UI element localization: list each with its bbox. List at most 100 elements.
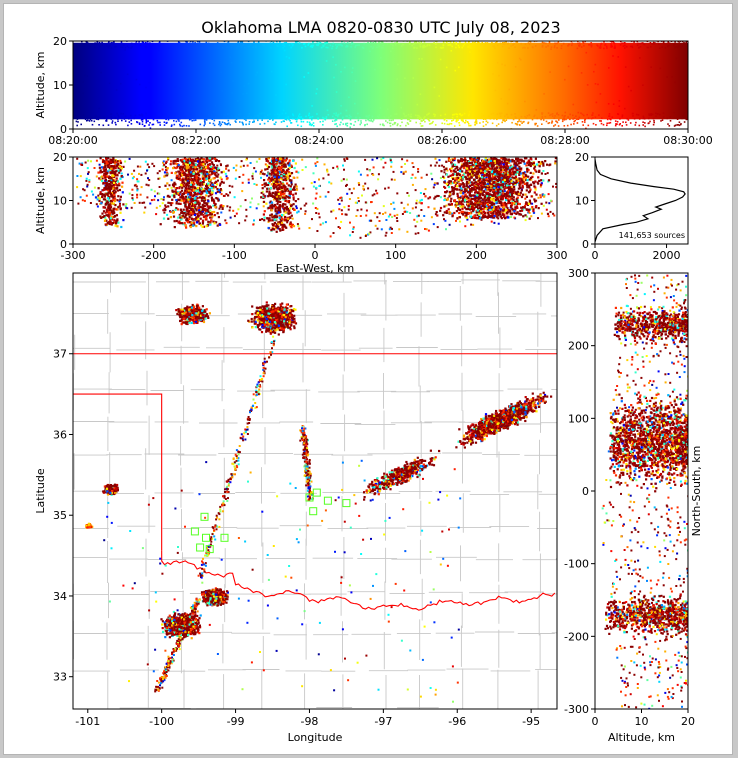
vhf-source — [277, 221, 280, 224]
vhf-source — [190, 177, 193, 181]
vhf-source — [83, 189, 86, 192]
vhf-source — [190, 183, 193, 186]
vhf-source — [343, 159, 346, 162]
vhf-source — [281, 203, 284, 206]
vhf-source — [448, 180, 451, 183]
vhf-source — [315, 186, 318, 189]
vhf-source — [197, 201, 200, 204]
vhf-source — [413, 41, 416, 44]
vhf-source — [252, 121, 254, 123]
vhf-source — [514, 46, 516, 48]
vhf-source — [280, 165, 283, 169]
vhf-source — [211, 215, 214, 218]
vhf-source — [185, 41, 187, 43]
vhf-source — [225, 167, 228, 170]
vhf-source — [184, 205, 187, 208]
vhf-source — [174, 86, 177, 88]
vhf-source — [230, 47, 233, 49]
vhf-source — [368, 114, 370, 117]
vhf-source — [242, 173, 245, 176]
vhf-source — [373, 212, 376, 215]
vhf-source — [105, 185, 108, 188]
vhf-source — [145, 41, 147, 44]
vhf-source — [642, 115, 645, 118]
vhf-source — [446, 198, 449, 201]
vhf-source — [395, 42, 398, 44]
vhf-source — [194, 168, 197, 171]
vhf-source — [177, 221, 180, 224]
vhf-source — [184, 158, 187, 161]
vhf-source — [537, 176, 540, 179]
vhf-source — [260, 176, 262, 179]
vhf-source — [90, 160, 92, 163]
vhf-source — [196, 212, 199, 215]
vhf-source — [287, 212, 290, 215]
vhf-source — [152, 118, 155, 121]
vhf-source — [261, 172, 264, 175]
vhf-source — [102, 174, 106, 177]
vhf-source — [298, 113, 301, 115]
vhf-source — [546, 212, 550, 215]
vhf-source — [499, 215, 502, 218]
vhf-source — [245, 119, 247, 122]
vhf-source — [193, 159, 196, 163]
vhf-source — [515, 41, 517, 43]
vhf-source — [149, 202, 152, 205]
vhf-source — [565, 118, 567, 121]
vhf-source — [277, 45, 279, 47]
vhf-source — [504, 185, 507, 188]
vhf-source — [348, 198, 351, 200]
vhf-source — [504, 43, 506, 46]
vhf-source — [117, 118, 119, 120]
vhf-source — [240, 44, 242, 47]
vhf-source — [457, 169, 459, 171]
vhf-source — [563, 125, 566, 127]
vhf-source — [207, 220, 210, 223]
vhf-source — [676, 118, 679, 120]
vhf-source — [268, 101, 270, 103]
vhf-source — [271, 215, 274, 218]
vhf-source — [479, 122, 481, 124]
vhf-source — [466, 218, 469, 221]
vhf-source — [298, 115, 300, 117]
vhf-source — [185, 217, 188, 220]
vhf-source — [119, 211, 122, 214]
vhf-source — [582, 41, 584, 43]
vhf-source — [273, 198, 276, 201]
vhf-source — [119, 177, 122, 180]
vhf-source — [225, 165, 228, 168]
vhf-source — [112, 42, 115, 45]
vhf-source — [667, 44, 670, 47]
vhf-source — [209, 194, 212, 197]
vhf-source — [549, 199, 552, 202]
vhf-source — [174, 162, 177, 165]
vhf-source — [248, 112, 251, 115]
vhf-source — [275, 164, 278, 167]
vhf-source — [393, 207, 396, 210]
vhf-source — [194, 116, 196, 118]
vhf-source — [478, 88, 480, 90]
vhf-source — [369, 169, 371, 172]
vhf-source — [465, 176, 468, 179]
vhf-source — [289, 188, 292, 191]
vhf-source — [146, 43, 148, 45]
vhf-source — [164, 208, 167, 212]
vhf-source — [477, 43, 479, 46]
vhf-source — [98, 163, 101, 166]
vhf-source — [84, 118, 87, 121]
vhf-source — [291, 217, 294, 220]
vhf-source — [539, 196, 542, 199]
vhf-source — [229, 56, 232, 58]
vhf-source — [149, 127, 152, 129]
vhf-source — [390, 232, 393, 234]
vhf-source — [278, 228, 281, 231]
vhf-source — [105, 200, 107, 203]
vhf-source — [302, 120, 305, 123]
vhf-source — [414, 206, 417, 209]
vhf-source — [267, 181, 271, 184]
vhf-source — [453, 159, 456, 162]
vhf-source — [522, 208, 525, 211]
vhf-source — [196, 197, 199, 200]
vhf-source — [248, 45, 250, 47]
